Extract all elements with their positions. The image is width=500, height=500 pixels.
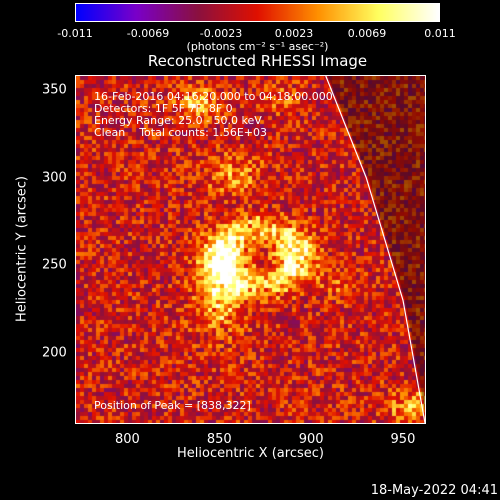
colorbar-tick-label: -0.0023 (199, 27, 243, 40)
chart-title: Reconstructed RHESSI Image (147, 52, 368, 70)
colorbar-tick-label: -0.0069 (126, 27, 170, 40)
limb-line (325, 76, 425, 423)
x-tick-label: 900 (298, 432, 324, 447)
colorbar-tick-label: -0.011 (57, 27, 93, 40)
colorbar-tick-label: 0.0023 (274, 27, 314, 40)
solar-limb (325, 76, 425, 423)
x-tick-label: 800 (115, 432, 140, 447)
y-tick-label: 350 (42, 82, 67, 98)
timestamp: 18-May-2022 04:41 (370, 483, 498, 498)
colorbar-tick-label: 0.0069 (347, 27, 387, 40)
x-tick-label: 950 (390, 432, 416, 447)
info-detectors: Detectors: 1F 5F 7F, 8F 0 (94, 102, 233, 115)
peak-position: Position of Peak = [838,322] (94, 399, 251, 412)
info-energy-range: Energy Range: 25.0 - 50.0 keV (94, 114, 262, 127)
colorbar-tick-label: 0.011 (424, 27, 456, 40)
colorbar-units: (photons cm⁻² s⁻¹ asec⁻²) (186, 40, 329, 53)
info-total-counts: Clean Total counts: 1.56E+03 (94, 126, 268, 139)
y-tick-label: 250 (42, 257, 67, 273)
x-tick-label: 850 (206, 432, 232, 447)
plot-area (75, 75, 426, 424)
info-time-range: 16-Feb-2016 04:16:20.000 to 04:18:00.000 (94, 90, 333, 103)
heatmap-image (76, 76, 425, 423)
x-axis-label: Heliocentric X (arcsec) (177, 446, 324, 461)
y-tick-label: 200 (42, 345, 67, 361)
y-axis-label: Heliocentric Y (arcsec) (14, 176, 30, 322)
colorbar (75, 3, 440, 22)
y-tick-label: 300 (42, 170, 67, 186)
